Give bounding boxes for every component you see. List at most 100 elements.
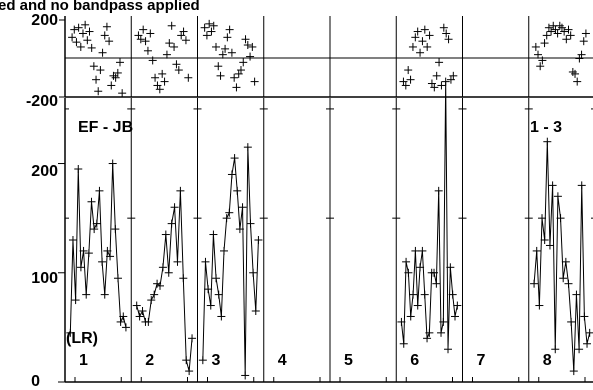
amp-point	[399, 339, 408, 348]
phase-point	[162, 50, 171, 59]
amp-point	[87, 197, 96, 206]
phase-point	[83, 36, 92, 45]
amp-point	[220, 246, 229, 255]
phase-point	[89, 62, 98, 71]
amp-point	[251, 307, 260, 315]
phase-point	[538, 56, 547, 65]
amp-point	[577, 181, 586, 190]
phase-point	[155, 85, 164, 94]
amp-point	[116, 317, 125, 326]
phase-point	[239, 58, 248, 67]
amp-point	[553, 192, 562, 201]
amp-series-line	[533, 141, 591, 372]
phase-point	[551, 25, 560, 34]
phase-point	[107, 81, 116, 90]
phase-point	[202, 31, 211, 40]
amp-point	[147, 296, 156, 305]
amp-point	[132, 301, 141, 310]
amp-point	[543, 137, 552, 146]
amp-ytick-100: 100	[31, 270, 58, 287]
phase-point	[560, 27, 569, 36]
amp-point	[185, 367, 194, 376]
amp-point	[121, 323, 130, 332]
phase-point	[92, 75, 101, 84]
phase-point	[179, 27, 188, 36]
phase-point	[420, 25, 429, 34]
phase-point	[562, 35, 571, 44]
phase-point	[141, 37, 150, 46]
phase-point	[531, 42, 540, 51]
phase-point	[227, 48, 236, 57]
amp-point	[411, 246, 420, 255]
amp-point	[409, 290, 418, 299]
amp-series-line	[202, 147, 259, 376]
amp-point	[225, 208, 234, 217]
amp-point	[161, 230, 170, 239]
phase-point	[432, 71, 441, 80]
phase-point	[425, 31, 434, 40]
phase-point	[442, 29, 451, 38]
phase-point	[158, 69, 167, 78]
phase-point	[200, 23, 209, 32]
phase-point	[225, 25, 234, 34]
amp-point	[217, 312, 226, 321]
phase-point	[68, 33, 77, 42]
plot-title: ed and no bandpass applied	[0, 0, 200, 14]
amp-point	[206, 301, 215, 310]
amp-point	[227, 170, 236, 179]
phase-point	[113, 68, 122, 77]
amp-point	[448, 290, 457, 299]
amp-point	[98, 257, 107, 266]
phase-point	[577, 50, 586, 59]
amp-point	[108, 159, 117, 168]
amp-point	[569, 367, 578, 376]
amp-point	[532, 246, 541, 255]
phase-point	[536, 62, 545, 71]
phase-point	[544, 23, 553, 32]
phase-point	[85, 27, 94, 36]
amp-point	[144, 317, 153, 326]
phase-point	[557, 23, 566, 32]
phase-point	[209, 21, 218, 30]
phase-point	[167, 21, 176, 30]
amp-point	[106, 252, 115, 261]
amp-point	[540, 236, 549, 244]
phase-point	[542, 31, 551, 40]
phase-point	[81, 20, 90, 29]
amp-point	[420, 290, 429, 299]
amp-point	[254, 236, 263, 244]
phase-point	[94, 87, 103, 96]
amp-point	[212, 274, 221, 283]
amp-point	[397, 317, 406, 326]
amp-point	[561, 257, 570, 266]
amp-point	[413, 301, 422, 310]
amp-point	[150, 290, 159, 299]
amp-point	[249, 268, 258, 277]
amp-ytick-200: 200	[31, 163, 58, 180]
phase-point	[581, 29, 590, 38]
phase-point	[564, 25, 573, 34]
amp-point	[66, 328, 75, 337]
amp-point	[530, 279, 539, 288]
phase-point	[571, 69, 580, 78]
amp-point	[446, 263, 455, 272]
amp-point	[214, 290, 223, 299]
amp-ytick-0: 0	[31, 373, 40, 390]
amp-point	[68, 236, 77, 244]
amp-point	[439, 317, 448, 326]
amp-point	[559, 274, 568, 283]
amp-point	[451, 312, 460, 321]
phase-point	[250, 77, 259, 86]
phase-point	[136, 35, 145, 44]
phase-ytick-top: 200	[31, 12, 58, 29]
amp-series-line	[400, 81, 458, 350]
amp-point	[556, 214, 565, 223]
panel-label: 1	[79, 352, 88, 369]
phase-point	[553, 29, 562, 38]
phase-point	[174, 66, 183, 75]
amp-point	[580, 312, 589, 321]
phase-point	[547, 27, 556, 36]
phase-point	[214, 62, 223, 71]
amp-point	[572, 290, 581, 299]
amp-point	[179, 274, 188, 283]
